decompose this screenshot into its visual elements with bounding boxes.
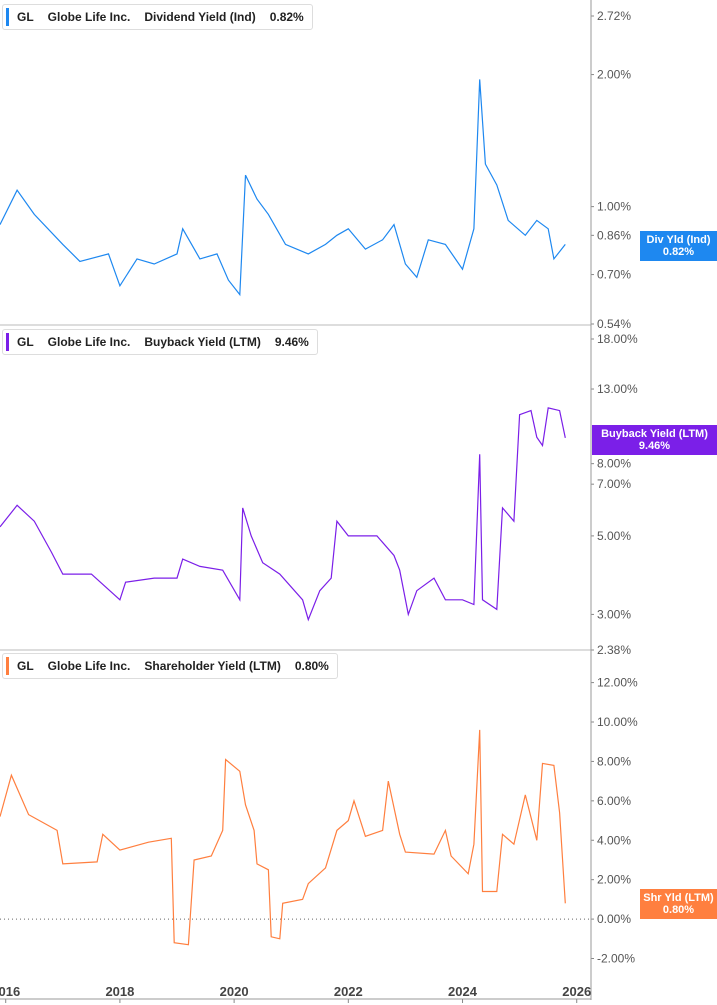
series-swatch [6, 333, 9, 351]
ticker: GL [17, 659, 34, 673]
y-tick-label: 1.00% [597, 200, 631, 214]
y-tick-label: 8.00% [597, 754, 631, 768]
value: 9.46% [274, 335, 309, 349]
y-tick-label: 2.00% [597, 873, 631, 887]
x-tick-label: 2022 [334, 984, 363, 999]
panel-header-buyback: GL Globe Life Inc. Buyback Yield (LTM) 9… [2, 329, 318, 355]
y-tick-label: 2.72% [597, 9, 631, 23]
company: Globe Life Inc. [47, 659, 131, 673]
metric: Buyback Yield (LTM) [144, 335, 261, 349]
series-swatch [6, 657, 9, 675]
x-tick-label: 2016 [0, 984, 20, 999]
y-tick-label: 2.00% [597, 68, 631, 82]
series-line-1 [0, 407, 566, 622]
x-tick-label: 2020 [220, 984, 249, 999]
ticker: GL [17, 10, 34, 24]
tag-name: Buyback Yield (LTM) [601, 428, 708, 440]
last-value-tag-buyback: Buyback Yield (LTM) 9.46% [592, 425, 717, 455]
y-tick-label: -2.00% [597, 952, 635, 966]
tag-value: 9.46% [638, 440, 671, 452]
y-tick-label: 3.00% [597, 607, 631, 621]
y-tick-label: 2.38% [597, 643, 631, 657]
tag-name: Div Yld (Ind) [646, 234, 711, 246]
metric: Shareholder Yield (LTM) [144, 659, 281, 673]
y-tick-label: 18.00% [597, 332, 638, 346]
panel-header-shareholder: GL Globe Life Inc. Shareholder Yield (LT… [2, 653, 338, 679]
last-value-tag-shareholder: Shr Yld (LTM) 0.80% [640, 889, 717, 919]
x-tick-label: 2024 [448, 984, 478, 999]
tag-value: 0.80% [662, 904, 695, 916]
series-line-0 [0, 79, 566, 297]
y-tick-label: 6.00% [597, 794, 631, 808]
company: Globe Life Inc. [47, 10, 131, 24]
tag-name: Shr Yld (LTM) [643, 892, 714, 904]
y-tick-label: 13.00% [597, 382, 638, 396]
tag-value: 0.82% [662, 246, 695, 258]
panel-header-dividend: GL Globe Life Inc. Dividend Yield (Ind) … [2, 4, 313, 30]
y-tick-label: 7.00% [597, 477, 631, 491]
ticker: GL [17, 335, 34, 349]
y-tick-label: 12.00% [597, 676, 638, 690]
x-tick-label: 2018 [105, 984, 134, 999]
series-line-2 [0, 729, 566, 946]
series-swatch [6, 8, 9, 26]
y-tick-label: 4.00% [597, 833, 631, 847]
y-tick-label: 0.70% [597, 268, 631, 282]
value: 0.80% [294, 659, 329, 673]
y-tick-label: 10.00% [597, 715, 638, 729]
metric: Dividend Yield (Ind) [144, 10, 256, 24]
company: Globe Life Inc. [47, 335, 131, 349]
y-tick-label: 0.54% [597, 317, 631, 331]
x-tick-label: 2026 [562, 984, 591, 999]
value: 0.82% [269, 10, 304, 24]
y-tick-label: 0.86% [597, 228, 631, 242]
last-value-tag-dividend: Div Yld (Ind) 0.82% [640, 231, 717, 261]
y-tick-label: 5.00% [597, 529, 631, 543]
y-tick-label: 0.00% [597, 912, 631, 926]
y-tick-label: 8.00% [597, 457, 631, 471]
